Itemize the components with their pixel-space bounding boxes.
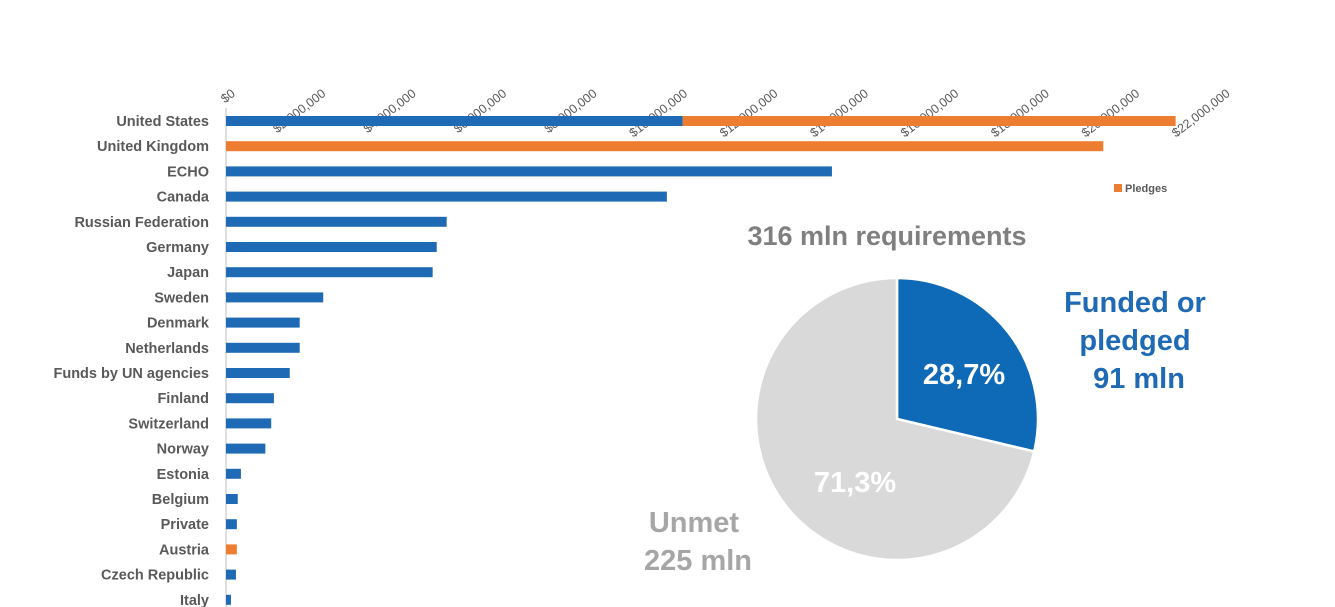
bar-united-states-pledges bbox=[682, 116, 1176, 126]
pie-chart: 316 mln requirements 28,7% 71,3% Funded … bbox=[644, 221, 1214, 577]
unmet-annotation: Unmet 225 mln bbox=[644, 507, 752, 577]
bar-united-states-funded bbox=[226, 116, 683, 126]
category-label: United Kingdom bbox=[97, 139, 209, 155]
legend-swatch-pledges bbox=[1114, 184, 1122, 192]
x-tick-label: $18,000,000 bbox=[988, 86, 1051, 140]
category-label: Denmark bbox=[147, 316, 210, 332]
x-tick-label: $22,000,000 bbox=[1169, 86, 1232, 140]
x-tick-label: $2,000,000 bbox=[270, 86, 328, 136]
bar-denmark-funded bbox=[226, 317, 300, 328]
bar-japan-funded bbox=[226, 267, 433, 278]
bar-private-funded bbox=[226, 519, 237, 530]
category-label: Czech Republic bbox=[101, 568, 209, 584]
category-label: Private bbox=[161, 517, 209, 533]
pie-slice-funded bbox=[895, 276, 1040, 453]
category-label: Germany bbox=[146, 240, 209, 256]
bar-austria-pledges bbox=[226, 544, 237, 555]
category-label: Canada bbox=[157, 190, 210, 206]
category-label: ECHO bbox=[167, 164, 209, 180]
category-label: Switzerland bbox=[128, 416, 209, 432]
bar-funds-by-un-agencies-funded bbox=[226, 368, 290, 378]
pie-slice-unmet bbox=[754, 276, 1036, 562]
funded-annotation-line-1: Funded or bbox=[1064, 287, 1206, 319]
legend: Pledges bbox=[1114, 183, 1167, 195]
x-tick-label: $8,000,000 bbox=[542, 86, 600, 136]
bar-russian-federation-funded bbox=[226, 216, 447, 227]
bar-united-kingdom-pledges bbox=[226, 141, 1104, 152]
category-label: Sweden bbox=[154, 290, 209, 306]
pie-slice-label-funded: 28,7% bbox=[923, 359, 1005, 391]
bar-germany-funded bbox=[226, 242, 437, 252]
category-label: Belgium bbox=[152, 492, 209, 508]
pie-slice-label-unmet: 71,3% bbox=[814, 467, 896, 499]
x-axis-tick-labels: $0 $2,000,000 $4,000,000 $6,000,000 $8,000,0… bbox=[218, 86, 1232, 140]
pie-title: 316 mln requirements bbox=[747, 221, 1026, 251]
category-label: Italy bbox=[180, 593, 209, 607]
category-label: Estonia bbox=[157, 467, 210, 483]
funded-annotation: Funded or pledged 91 mln bbox=[1064, 287, 1214, 395]
x-tick-label: $14,000,000 bbox=[808, 86, 871, 140]
x-tick-label: $0 bbox=[218, 86, 238, 106]
bar-finland-funded bbox=[226, 393, 274, 404]
category-label: Japan bbox=[167, 265, 209, 281]
bar-sweden-funded bbox=[226, 292, 324, 303]
bar-netherlands-funded bbox=[226, 342, 300, 353]
funded-annotation-line-2: pledged bbox=[1079, 325, 1190, 357]
x-tick-label: $20,000,000 bbox=[1079, 86, 1142, 140]
category-label: Norway bbox=[157, 442, 209, 458]
x-tick-label: $10,000,000 bbox=[627, 86, 690, 140]
x-tick-label: $6,000,000 bbox=[451, 86, 509, 136]
x-tick-label: $4,000,000 bbox=[361, 86, 419, 136]
bar-echo-funded bbox=[226, 166, 832, 177]
legend-label-pledges: Pledges bbox=[1125, 183, 1167, 195]
category-label: Netherlands bbox=[125, 341, 209, 357]
bar-belgium-funded bbox=[226, 494, 238, 504]
category-label: Funds by UN agencies bbox=[53, 366, 209, 382]
bar-estonia-funded bbox=[226, 468, 241, 479]
x-tick-label: $12,000,000 bbox=[717, 86, 780, 140]
category-label: United States bbox=[116, 114, 209, 130]
pie-slices bbox=[754, 276, 1040, 562]
bar-canada-funded bbox=[226, 191, 667, 202]
funded-annotation-line-3: 91 mln bbox=[1093, 363, 1185, 395]
unmet-annotation-line-2: 225 mln bbox=[644, 545, 752, 577]
category-labels: United States United Kingdom ECHO Canada Rus… bbox=[53, 114, 209, 607]
x-tick-label: $16,000,000 bbox=[898, 86, 961, 140]
category-label: Austria bbox=[159, 542, 210, 558]
bar-italy-funded bbox=[226, 594, 231, 605]
unmet-annotation-line-1: Unmet bbox=[649, 507, 740, 539]
category-label: Russian Federation bbox=[74, 215, 209, 231]
bar-switzerland-funded bbox=[226, 418, 272, 429]
category-label: Finland bbox=[157, 391, 209, 407]
bar-group bbox=[226, 116, 1176, 605]
bar-czech-republic-funded bbox=[226, 569, 236, 580]
bar-norway-funded bbox=[226, 443, 266, 454]
